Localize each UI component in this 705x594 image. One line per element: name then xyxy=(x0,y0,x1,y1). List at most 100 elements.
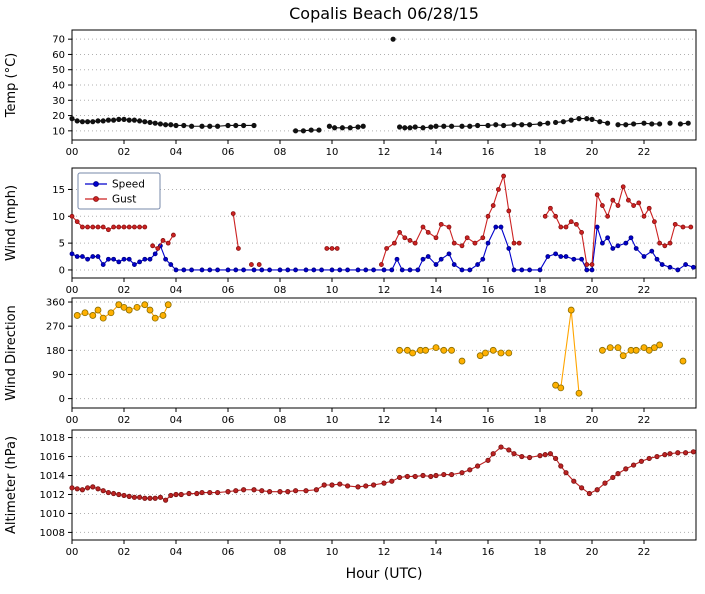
x-tick-label: 18 xyxy=(534,547,547,558)
data-point xyxy=(189,267,195,273)
data-point xyxy=(397,229,403,235)
data-point xyxy=(606,344,614,352)
data-point xyxy=(614,344,622,352)
data-point xyxy=(646,205,652,211)
data-point xyxy=(233,267,239,273)
y-tick-label: 180 xyxy=(46,346,65,357)
data-point xyxy=(589,116,595,122)
data-point xyxy=(574,221,579,227)
data-point xyxy=(74,118,80,124)
data-point xyxy=(147,119,153,126)
data-point xyxy=(241,267,247,273)
data-point xyxy=(620,184,626,190)
data-point xyxy=(125,306,133,314)
data-point xyxy=(542,213,548,219)
data-point xyxy=(121,492,127,499)
x-tick-label: 04 xyxy=(170,547,183,558)
data-point xyxy=(420,224,426,230)
data-point xyxy=(420,256,426,262)
data-point xyxy=(553,213,558,219)
data-point xyxy=(615,243,621,249)
x-tick-label: 10 xyxy=(326,285,339,296)
x-tick-label: 18 xyxy=(534,147,547,158)
data-point xyxy=(133,303,141,311)
data-point xyxy=(146,306,154,314)
x-tick-label: 10 xyxy=(326,415,339,426)
data-point xyxy=(415,267,421,273)
data-point xyxy=(615,203,621,208)
data-point xyxy=(511,267,517,273)
y-tick-label: 1012 xyxy=(40,490,65,501)
y-tick-label: 1014 xyxy=(40,471,65,482)
data-point xyxy=(69,116,75,122)
data-point xyxy=(498,224,504,230)
y-tick-label: 1010 xyxy=(40,509,65,520)
data-point xyxy=(259,488,265,494)
data-point xyxy=(433,262,439,267)
data-point xyxy=(74,254,80,259)
data-point xyxy=(662,243,668,249)
data-point xyxy=(173,491,179,498)
y-axis-label: Wind Direction xyxy=(4,305,19,401)
data-point xyxy=(480,256,486,262)
data-point xyxy=(199,489,205,496)
legend-label-gust: Gust xyxy=(112,194,136,206)
x-axis-label: Hour (UTC) xyxy=(345,566,423,582)
data-point xyxy=(147,256,153,262)
data-point xyxy=(446,251,452,257)
x-tick-label: 02 xyxy=(118,415,131,426)
data-point xyxy=(511,122,517,128)
data-point xyxy=(448,346,456,354)
data-point xyxy=(95,254,101,259)
data-point xyxy=(557,384,565,392)
data-point xyxy=(165,240,171,246)
data-point xyxy=(657,240,662,246)
data-point xyxy=(396,474,403,481)
data-point xyxy=(433,123,439,129)
x-tick-label: 10 xyxy=(326,147,339,158)
x-tick-label: 06 xyxy=(222,147,235,158)
data-point xyxy=(85,256,90,262)
x-tick-label: 04 xyxy=(170,147,183,158)
data-point xyxy=(142,119,148,125)
data-point xyxy=(498,444,504,450)
data-point xyxy=(402,235,408,241)
data-point xyxy=(181,122,187,129)
data-point xyxy=(638,458,645,464)
data-point xyxy=(558,224,564,230)
y-axis-label: Temp (°C) xyxy=(4,53,19,119)
y-axis-label: Altimeter (hPa) xyxy=(4,436,19,534)
data-point xyxy=(615,122,621,128)
data-point xyxy=(545,254,551,259)
data-point xyxy=(558,254,564,259)
data-point xyxy=(480,235,486,241)
data-point xyxy=(79,487,86,493)
data-point xyxy=(215,489,221,496)
x-tick-label: 16 xyxy=(482,547,495,558)
data-point xyxy=(163,122,169,128)
data-point xyxy=(526,122,533,128)
data-point xyxy=(605,235,610,241)
data-point xyxy=(511,240,517,246)
x-tick-label: 08 xyxy=(274,547,287,558)
data-point xyxy=(337,481,343,487)
data-point xyxy=(407,125,413,131)
data-point xyxy=(545,120,551,126)
data-point xyxy=(394,256,400,262)
data-point xyxy=(599,346,606,354)
y-tick-label: 360 xyxy=(46,298,65,309)
data-point xyxy=(690,449,697,455)
data-point xyxy=(558,463,564,469)
data-point xyxy=(623,122,629,128)
data-point xyxy=(485,122,491,129)
data-point xyxy=(579,256,584,262)
data-point xyxy=(428,473,434,480)
data-point xyxy=(495,187,501,192)
data-point xyxy=(126,493,132,499)
data-point xyxy=(422,346,430,354)
data-point xyxy=(548,205,553,211)
x-tick-label: 04 xyxy=(170,285,183,296)
data-point xyxy=(116,224,122,230)
data-point xyxy=(168,122,174,128)
